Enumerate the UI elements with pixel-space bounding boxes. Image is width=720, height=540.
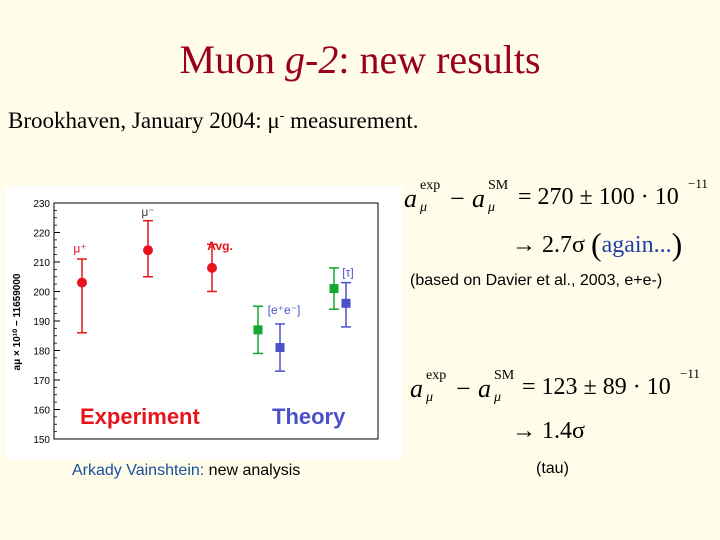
equation-2: a μ exp − a μ SM = 123 ± 89 · 10 −11 bbox=[410, 366, 700, 405]
y-tick-label: 160 bbox=[33, 406, 50, 417]
group-label-experiment: Experiment bbox=[80, 404, 200, 429]
data-point bbox=[143, 245, 153, 256]
y-tick-label: 190 bbox=[33, 317, 50, 328]
point-label: μ⁻ bbox=[141, 205, 154, 219]
y-tick-label: 150 bbox=[33, 435, 50, 446]
point-label: [e⁺e⁻] bbox=[268, 303, 301, 317]
y-tick-label: 230 bbox=[33, 199, 50, 210]
slide-title: Muon g-2: new results bbox=[179, 37, 541, 82]
y-tick-label: 210 bbox=[33, 258, 50, 269]
data-point bbox=[341, 298, 351, 308]
data-point bbox=[77, 277, 87, 288]
point-label: Avg. bbox=[207, 239, 233, 253]
slide-subtitle: Brookhaven, January 2004: μ- measurement… bbox=[8, 108, 419, 133]
y-tick-label: 220 bbox=[33, 229, 50, 240]
point-label: [τ] bbox=[342, 266, 353, 280]
caption: Arkady Vainshtein: new analysis bbox=[72, 462, 301, 479]
data-point bbox=[253, 325, 263, 335]
data-point bbox=[207, 262, 217, 273]
data-point bbox=[275, 343, 285, 353]
y-tick-label: 170 bbox=[33, 376, 50, 387]
point-label: μ⁺ bbox=[73, 242, 86, 256]
y-tick-label: 200 bbox=[33, 288, 50, 299]
g2-chart: aμ × 10¹⁰ − 11659000 150 160 170 180 190 200 2… bbox=[6, 186, 402, 460]
y-axis-label: aμ × 10¹⁰ − 11659000 bbox=[12, 273, 23, 370]
equation-1: a μ exp − a μ SM = 270 ± 100 · 10 −11 bbox=[404, 176, 708, 215]
note-davier: (based on Davier et al., 2003, e+e-) bbox=[410, 272, 663, 289]
plot-frame bbox=[53, 202, 379, 440]
equation-2-significance: → 1.4σ bbox=[512, 418, 585, 444]
y-tick-label: 180 bbox=[33, 347, 50, 358]
data-point bbox=[329, 284, 339, 294]
note-tau: (tau) bbox=[536, 460, 569, 477]
group-label-theory: Theory bbox=[272, 404, 346, 429]
equation-1-significance: → 2.7σ (again...) bbox=[512, 226, 683, 262]
